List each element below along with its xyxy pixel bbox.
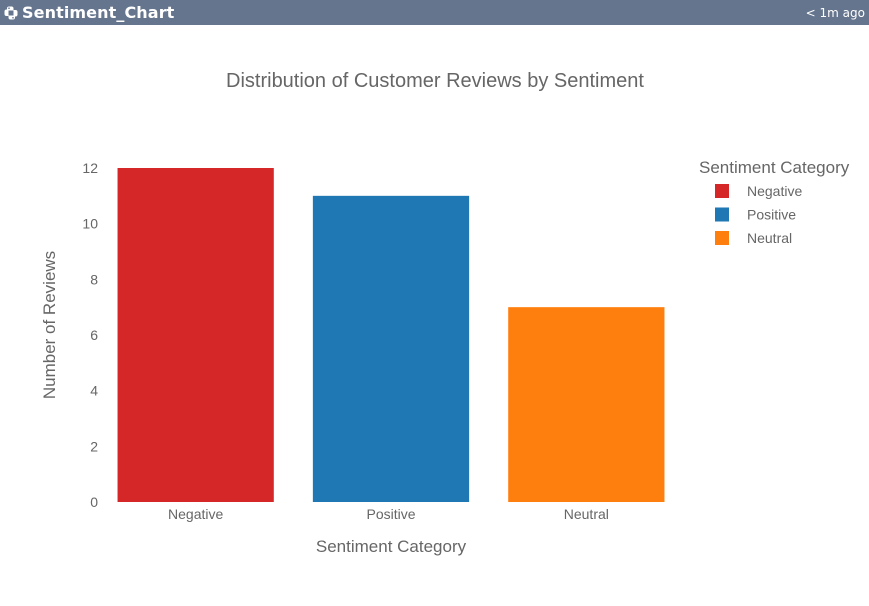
bar-negative[interactable]	[117, 168, 274, 502]
legend-item-negative[interactable]: Negative	[715, 183, 802, 199]
y-tick-label: 4	[90, 383, 98, 399]
legend-swatch	[715, 184, 729, 198]
window-title: Sentiment_Chart	[22, 3, 175, 22]
python-icon	[4, 6, 18, 19]
legend-swatch	[715, 207, 729, 222]
title-bar: Sentiment_Chart < 1m ago	[0, 0, 869, 25]
y-axis-ticks: 0 2 4 6 8 10 12	[82, 160, 98, 510]
title-group: Sentiment_Chart	[4, 3, 174, 22]
y-axis-label: Number of Reviews	[40, 251, 59, 399]
x-tick-label: Negative	[168, 506, 223, 522]
chart-area: Distribution of Customer Reviews by Sent…	[0, 25, 869, 601]
legend-label: Negative	[747, 183, 802, 199]
bar-chart: Distribution of Customer Reviews by Sent…	[40, 70, 850, 556]
legend: Sentiment Category Negative Positive Neutr…	[699, 158, 850, 246]
legend-item-neutral[interactable]: Neutral	[715, 230, 792, 246]
y-tick-label: 8	[90, 271, 98, 287]
bars	[117, 168, 665, 503]
legend-label: Neutral	[747, 230, 792, 246]
updated-timestamp: < 1m ago	[805, 5, 865, 20]
x-axis-ticks: Negative Positive Neutral	[168, 506, 609, 522]
x-tick-label: Positive	[366, 506, 415, 522]
y-tick-label: 10	[82, 216, 98, 232]
x-axis-label: Sentiment Category	[316, 537, 467, 556]
legend-item-positive[interactable]: Positive	[715, 207, 796, 223]
legend-swatch	[715, 231, 729, 245]
y-tick-label: 12	[82, 160, 98, 176]
y-tick-label: 2	[90, 438, 98, 454]
legend-title: Sentiment Category	[699, 158, 850, 177]
chart-title: Distribution of Customer Reviews by Sent…	[226, 70, 644, 92]
bar-positive[interactable]	[312, 195, 470, 503]
bar-neutral[interactable]	[508, 307, 665, 502]
x-tick-label: Neutral	[564, 506, 609, 522]
y-tick-label: 0	[90, 494, 98, 510]
y-tick-label: 6	[90, 327, 98, 343]
legend-label: Positive	[747, 207, 796, 223]
